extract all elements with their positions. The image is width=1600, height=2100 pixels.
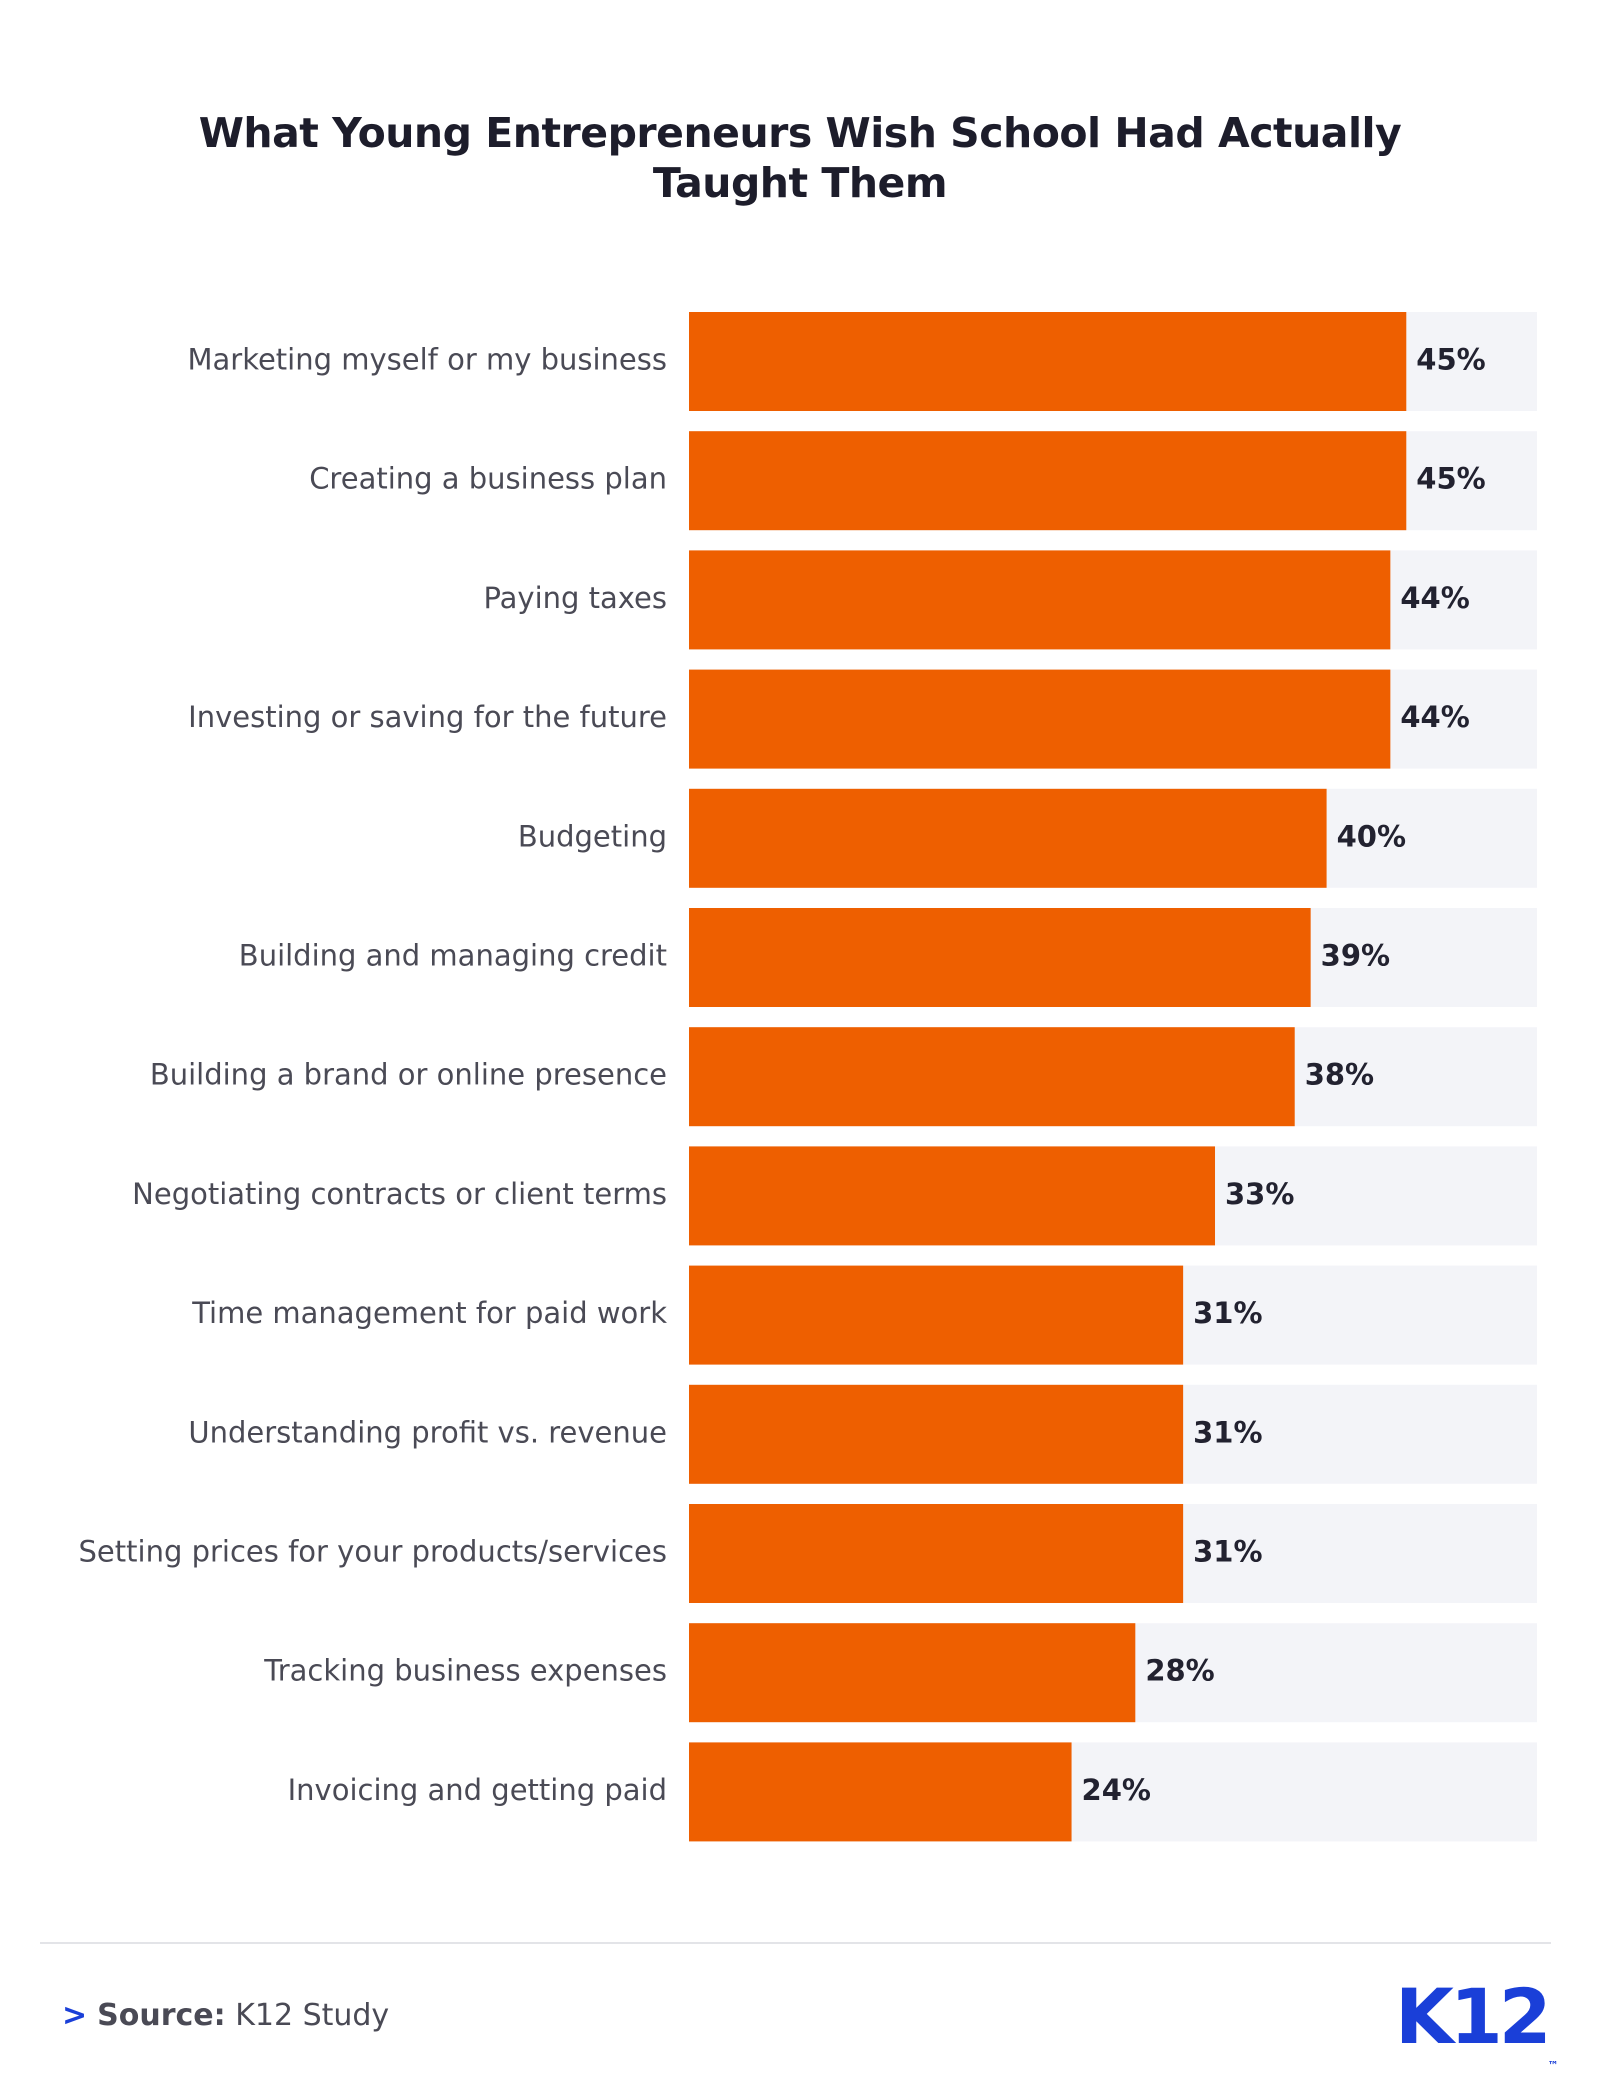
- category-label: Investing or saving for the future: [188, 700, 667, 734]
- category-label: Time management for paid work: [191, 1296, 667, 1330]
- category-label: Marketing myself or my business: [187, 343, 667, 377]
- source-label: Source:: [97, 1998, 226, 2033]
- bar: [689, 669, 1391, 769]
- chart: Marketing myself or my business 45% Creati…: [79, 312, 1537, 1842]
- category-label: Budgeting: [518, 819, 667, 853]
- category-label: Tracking business expenses: [263, 1654, 667, 1688]
- category-label: Invoicing and getting paid: [288, 1773, 667, 1807]
- bar: [689, 1146, 1216, 1246]
- bar: [689, 1027, 1295, 1127]
- category-label: Setting prices for your products/service…: [79, 1535, 667, 1569]
- bar: [689, 550, 1391, 650]
- value-label: 39%: [1321, 939, 1390, 973]
- value-label: 31%: [1193, 1535, 1262, 1569]
- value-label: 40%: [1337, 819, 1406, 853]
- value-label: 44%: [1400, 581, 1469, 615]
- bar: [689, 788, 1327, 888]
- bar: [689, 312, 1407, 411]
- bar: [689, 1623, 1136, 1723]
- category-label: Building a brand or online presence: [150, 1058, 667, 1092]
- value-label: 31%: [1193, 1415, 1262, 1449]
- bar: [689, 908, 1311, 1007]
- value-label: 33%: [1225, 1177, 1294, 1211]
- category-label: Negotiating contracts or client terms: [132, 1177, 667, 1211]
- value-label: 24%: [1082, 1773, 1151, 1807]
- category-label: Paying taxes: [483, 581, 667, 615]
- source-text: K12 Study: [235, 1998, 390, 2033]
- value-label: 45%: [1416, 343, 1485, 377]
- bar: [689, 1742, 1072, 1842]
- bar: [689, 1384, 1184, 1484]
- value-label: 45%: [1416, 462, 1485, 496]
- source: > Source: K12 Study: [62, 1998, 390, 2033]
- category-label: Building and managing credit: [239, 939, 667, 973]
- bar: [689, 1504, 1184, 1603]
- chart-title: What Young Entrepreneurs Wish School Had…: [198, 109, 1402, 207]
- category-label: Understanding profit vs. revenue: [188, 1415, 667, 1449]
- value-label: 38%: [1305, 1058, 1374, 1092]
- value-label: 44%: [1400, 700, 1469, 734]
- logo-text: K12: [1395, 1972, 1552, 2061]
- logo: K12™: [1395, 1972, 1559, 2072]
- bar: [689, 431, 1407, 531]
- value-label: 28%: [1145, 1654, 1214, 1688]
- bar: [689, 1265, 1184, 1365]
- divider: [40, 1942, 1551, 1944]
- category-label: Creating a business plan: [309, 462, 667, 496]
- value-label: 31%: [1193, 1296, 1262, 1330]
- logo-mark: ™: [1547, 2059, 1559, 2072]
